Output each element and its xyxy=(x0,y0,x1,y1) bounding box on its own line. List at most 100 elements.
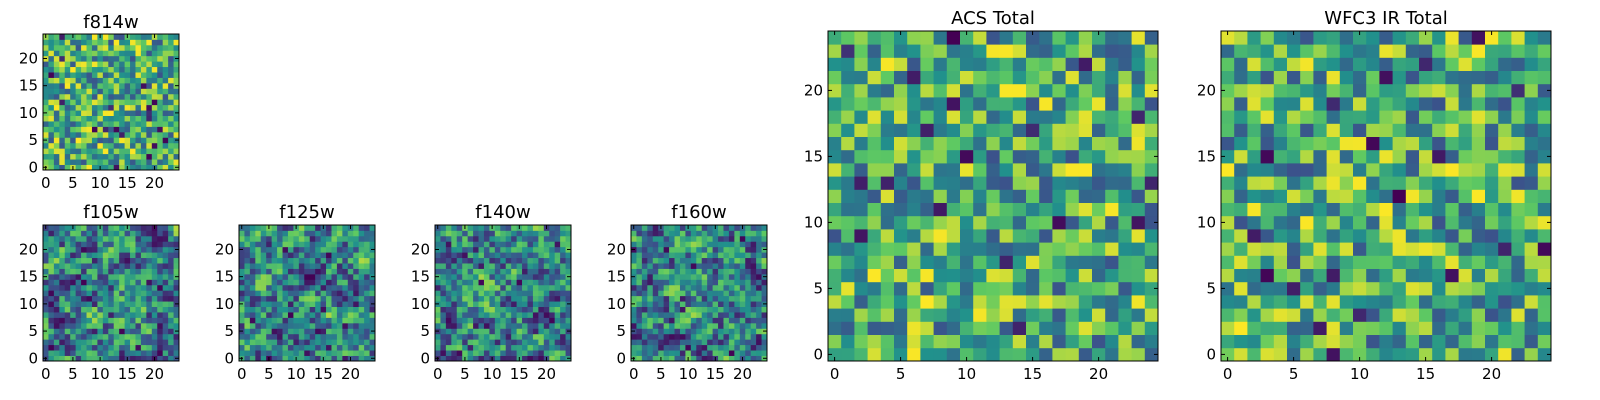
heatmap-cell xyxy=(750,306,757,313)
heatmap-cell xyxy=(86,344,93,351)
heatmap-cell xyxy=(151,93,158,100)
heatmap-cell xyxy=(113,153,120,160)
heatmap-cell xyxy=(113,284,120,291)
heatmap-cell xyxy=(1234,334,1248,349)
heatmap-cell xyxy=(1065,149,1080,164)
heatmap-cell xyxy=(1471,242,1486,256)
heatmap-cell xyxy=(532,235,539,242)
heatmap-cell xyxy=(511,230,517,237)
heatmap-cell xyxy=(1012,97,1027,111)
heatmap-cell xyxy=(298,322,305,329)
heatmap-cell xyxy=(249,322,256,329)
heatmap-cell xyxy=(108,317,115,324)
heatmap-cell xyxy=(326,279,332,286)
heatmap-cell xyxy=(631,284,637,291)
heatmap-cell xyxy=(135,93,142,100)
heatmap-cell xyxy=(1432,163,1446,177)
heatmap-cell xyxy=(946,215,961,230)
heatmap-cell xyxy=(97,268,104,275)
heatmap-cell xyxy=(130,263,136,269)
heatmap-cell xyxy=(511,295,517,302)
heatmap-cell xyxy=(1026,44,1040,58)
heatmap-cell xyxy=(81,61,87,68)
heatmap-cell xyxy=(75,350,82,356)
heatmap-cell xyxy=(271,225,278,231)
heatmap-cell xyxy=(707,279,713,286)
heatmap-cell xyxy=(369,241,376,248)
heatmap-cell xyxy=(97,317,104,324)
heatmap-cell xyxy=(1498,110,1512,124)
heatmap-cell xyxy=(320,273,327,280)
heatmap-cell xyxy=(756,268,762,275)
heatmap-cell xyxy=(1366,281,1380,296)
heatmap-cell xyxy=(527,355,534,362)
heatmap-cell xyxy=(867,70,882,85)
heatmap-cell xyxy=(1092,255,1106,269)
heatmap-cell xyxy=(1078,176,1093,190)
heatmap-cell xyxy=(1485,83,1499,98)
heatmap-cell xyxy=(920,97,934,111)
heatmap-cell xyxy=(1537,347,1552,362)
heatmap-cell xyxy=(239,339,245,346)
heatmap-cell xyxy=(867,149,882,164)
heatmap-cell xyxy=(48,61,55,68)
heatmap-cell xyxy=(43,312,49,318)
heatmap-cell xyxy=(1326,97,1341,111)
heatmap-cell xyxy=(1445,229,1459,243)
heatmap-cell xyxy=(91,137,98,144)
heatmap-cell xyxy=(1379,149,1393,164)
heatmap-cell xyxy=(86,225,93,231)
heatmap-cell xyxy=(1392,123,1407,137)
heatmap-cell xyxy=(1260,347,1275,362)
heatmap-cell xyxy=(516,235,523,242)
heatmap-cell xyxy=(1118,70,1132,85)
heatmap-cell xyxy=(669,230,675,237)
heatmap-cell xyxy=(146,230,153,237)
heatmap-cell xyxy=(59,44,66,51)
heatmap-cell xyxy=(1353,44,1367,58)
heatmap-cell xyxy=(1366,123,1380,137)
heatmap-cell xyxy=(168,301,174,307)
heatmap-cell xyxy=(1287,57,1301,71)
heatmap-cell xyxy=(907,268,921,283)
heatmap-cell xyxy=(483,295,490,302)
heatmap-cell xyxy=(854,163,868,177)
heatmap-cell xyxy=(543,322,550,329)
heatmap-cell xyxy=(271,322,278,329)
heatmap-cell xyxy=(960,347,974,362)
heatmap-cell xyxy=(532,246,539,253)
heatmap-cell xyxy=(685,350,692,356)
heatmap-cell xyxy=(353,295,360,302)
heatmap-cell xyxy=(1039,202,1053,217)
heatmap-cell xyxy=(745,355,752,362)
heatmap-cell xyxy=(86,164,93,171)
heatmap-cell xyxy=(364,252,370,259)
y-tick-label: 20 xyxy=(804,81,823,99)
heatmap-cell xyxy=(999,295,1014,309)
heatmap-cell xyxy=(287,252,294,259)
heatmap-cell xyxy=(86,39,93,46)
heatmap-cell xyxy=(652,312,659,318)
heatmap-cell xyxy=(64,61,71,68)
heatmap-cell xyxy=(1485,321,1499,335)
heatmap-cell xyxy=(451,350,458,356)
heatmap-cell xyxy=(1326,163,1341,177)
heatmap-cell xyxy=(113,99,120,106)
heatmap-cell xyxy=(674,317,681,324)
heatmap-cell xyxy=(1092,163,1106,177)
heatmap-cell xyxy=(48,246,55,253)
heatmap-cell xyxy=(1144,44,1159,58)
heatmap-cell xyxy=(162,153,169,160)
heatmap-cell xyxy=(64,355,71,362)
heatmap-cell xyxy=(260,290,267,297)
heatmap-cell xyxy=(135,333,142,340)
heatmap-cell xyxy=(255,355,262,362)
heatmap-cell xyxy=(750,235,757,242)
heatmap-cell xyxy=(690,350,697,356)
heatmap-cell xyxy=(734,295,741,302)
heatmap-cell xyxy=(1092,97,1106,111)
heatmap-cell xyxy=(124,344,131,351)
heatmap-cell xyxy=(173,39,180,46)
heatmap-cell xyxy=(538,284,545,291)
heatmap-cell xyxy=(1273,255,1288,269)
